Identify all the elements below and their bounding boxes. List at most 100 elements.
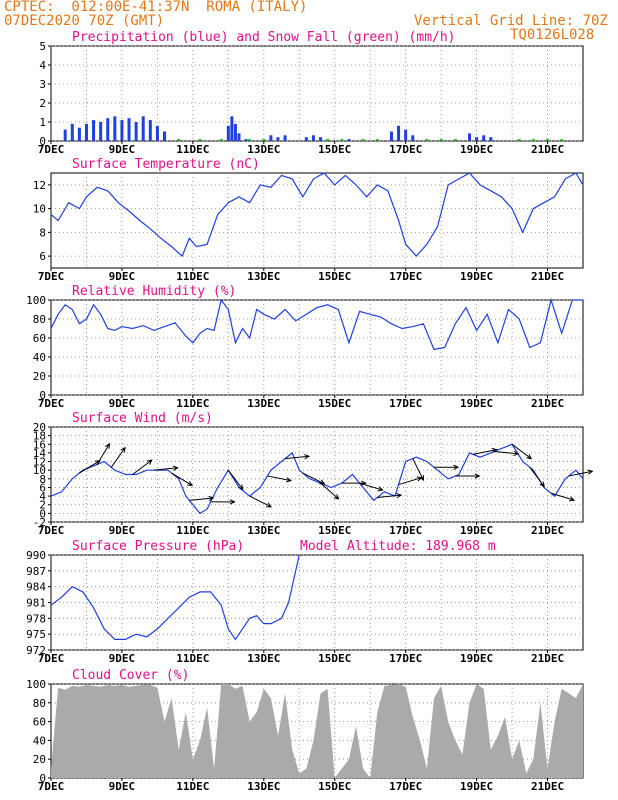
wind-ytick-label: -2 <box>33 516 46 529</box>
precip-frame <box>50 45 584 142</box>
temp-xtick-label: 19DEC <box>460 270 493 283</box>
wind-title: Surface Wind (m/s) <box>72 411 213 426</box>
pressure-ytick-label: 975 <box>26 628 46 641</box>
precip-bar <box>162 131 166 141</box>
precip-bar <box>361 139 365 141</box>
cloud-xtick-label: 13DEC <box>247 780 280 793</box>
precip-bar <box>489 137 493 141</box>
cloud-ytick-label: 80 <box>33 697 46 710</box>
pressure-xtick-label: 9DEC <box>109 652 136 665</box>
precip-bar <box>134 122 138 141</box>
cloud-title: Cloud Cover (%) <box>72 668 189 683</box>
precip-bar <box>230 116 234 141</box>
wind-vector-arrow <box>210 499 236 505</box>
precip-bar <box>319 137 323 141</box>
wind-vector-arrow <box>153 465 179 471</box>
precip-bar <box>70 123 74 141</box>
temp-ytick-label: 8 <box>39 226 46 239</box>
temp-title: Surface Temperature (nC) <box>72 157 260 172</box>
product-code: TQ0126L028 <box>510 27 595 43</box>
temp-xtick-label: 9DEC <box>109 270 136 283</box>
wind-xtick-label: 15DEC <box>318 524 351 537</box>
station-title: CPTEC: 012:00E-41:37N ROMA (ITALY) <box>4 0 308 15</box>
temp-series-line <box>50 172 584 258</box>
temp-xtick-label: 15DEC <box>318 270 351 283</box>
precip-bar <box>77 127 81 141</box>
precip-bar <box>326 139 330 141</box>
wind-vector-arrow <box>511 443 533 460</box>
wind-ytick-label: 6 <box>39 481 46 494</box>
wind-xtick-label: 13DEC <box>247 524 280 537</box>
wind-xtick-label: 21DEC <box>531 524 564 537</box>
rh-xtick-label: 17DEC <box>389 397 422 410</box>
pressure-title: Surface Pressure (hPa) <box>72 539 244 554</box>
precip-bar <box>482 135 486 141</box>
pressure-ytick-label: 981 <box>26 597 46 610</box>
cloud-xtick-label: 21DEC <box>531 780 564 793</box>
wind-vector-arrow <box>249 495 273 508</box>
precip-bar <box>411 135 415 141</box>
cloud-ytick-label: 100 <box>26 678 46 691</box>
rh-xtick-label: 9DEC <box>109 397 136 410</box>
precip-bar <box>237 133 241 141</box>
pressure-ytick-label: 972 <box>26 644 46 657</box>
wind-vector-arrow <box>529 467 545 488</box>
wind-ytick-label: 0 <box>39 507 46 520</box>
rh-ytick-label: 100 <box>26 294 46 307</box>
wind-vector-arrow <box>568 469 594 477</box>
precip-panel <box>48 45 584 144</box>
rh-xtick-label: 7DEC <box>38 397 65 410</box>
rh-xtick-label: 13DEC <box>247 397 280 410</box>
rh-series-line <box>50 297 583 351</box>
temp-xtick-label: 11DEC <box>176 270 209 283</box>
grid-note: Vertical Grid Line: 70Z <box>414 13 608 29</box>
pressure-xtick-label: 17DEC <box>389 652 422 665</box>
rh-xtick-label: 15DEC <box>318 397 351 410</box>
wind-ytick-label: 12 <box>33 456 46 469</box>
pressure-xtick-label: 19DEC <box>460 652 493 665</box>
precip-ytick-label: 1 <box>39 116 46 129</box>
pressure-xtick-label: 11DEC <box>176 652 209 665</box>
rh-ytick-label: 20 <box>33 370 46 383</box>
temp-frame <box>50 172 584 269</box>
pressure-xtick-label: 21DEC <box>531 652 564 665</box>
pressure-ytick-label: 984 <box>26 581 46 594</box>
precip-bar <box>397 125 401 141</box>
precip-ytick-label: 5 <box>39 40 46 53</box>
precip-xtick-label: 15DEC <box>318 143 351 156</box>
cloud-xtick-label: 9DEC <box>109 780 136 793</box>
precip-bar <box>560 139 564 141</box>
pressure-ytick-label: 990 <box>26 549 46 562</box>
precip-bar <box>127 118 131 141</box>
wind-vector-arrow <box>132 459 153 475</box>
precip-bar <box>389 131 393 141</box>
rh-frame <box>50 299 584 396</box>
wind-ytick-label: 18 <box>33 430 46 443</box>
cloud-xtick-label: 11DEC <box>176 780 209 793</box>
precip-bar <box>177 139 181 141</box>
wind-vector-arrow <box>171 472 194 487</box>
precip-bar <box>99 122 103 141</box>
precip-bar <box>244 139 248 141</box>
precip-xtick-label: 9DEC <box>109 143 136 156</box>
precip-bar <box>148 120 152 141</box>
precip-bar <box>375 139 379 141</box>
precip-bar <box>283 135 287 141</box>
wind-vector-arrow <box>320 482 340 500</box>
precip-title: Precipitation (blue) and Snow Fall (gree… <box>72 30 456 45</box>
precip-bar <box>92 120 96 141</box>
temp-xtick-label: 13DEC <box>247 270 280 283</box>
temp-ytick-label: 6 <box>39 250 46 263</box>
cloud-area <box>51 684 583 778</box>
precip-ytick-label: 2 <box>39 97 46 110</box>
wind-vector-arrow <box>398 476 423 486</box>
wind-frame <box>50 426 584 523</box>
rh-xtick-label: 11DEC <box>176 397 209 410</box>
wind-vector-arrow <box>302 472 326 485</box>
pressure-panel <box>48 554 584 653</box>
run-date: 07DEC2020 70Z (GMT) <box>4 13 165 29</box>
wind-vector-arrow <box>96 442 111 465</box>
cloud-xtick-label: 19DEC <box>460 780 493 793</box>
wind-vector-arrow <box>377 492 403 499</box>
wind-xtick-label: 17DEC <box>389 524 422 537</box>
